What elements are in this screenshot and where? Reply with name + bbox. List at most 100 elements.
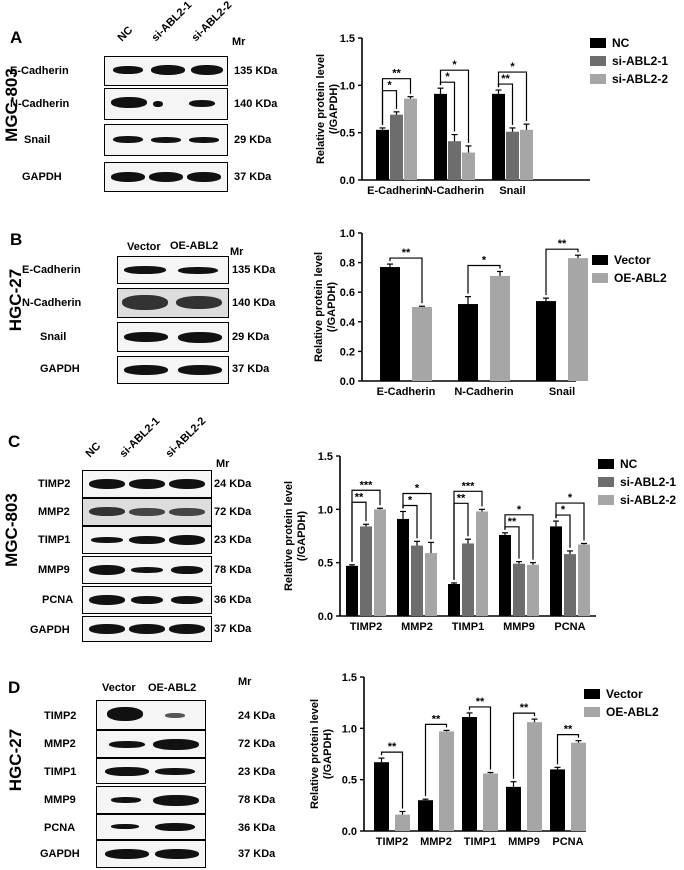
significance-label: ** <box>558 238 567 250</box>
lane-label: si-ABL2-1 <box>149 0 195 44</box>
bar <box>476 511 488 616</box>
y-tick-label: 1.5 <box>340 33 355 45</box>
blot-label: Snail <box>24 134 51 146</box>
blot-label: TIMP2 <box>38 478 71 490</box>
bar <box>550 526 562 616</box>
blot-label: PCNA <box>42 594 74 606</box>
y-tick-label: 1.5 <box>342 672 357 684</box>
significance-bracket <box>545 248 579 296</box>
significance-bracket <box>439 81 456 132</box>
y-tick-label: 0.6 <box>340 287 355 299</box>
significance-bracket <box>402 504 418 539</box>
y-axis-label: Relative protein level <box>309 699 321 809</box>
significance-bracket <box>504 526 520 559</box>
blot-image <box>82 556 212 584</box>
x-tick-label: E-Cadherin <box>377 386 436 398</box>
blot-label: MMP9 <box>38 564 70 576</box>
blot-image <box>96 786 206 814</box>
kda-label: 135 KDa <box>234 65 278 77</box>
significance-label: * <box>561 504 566 516</box>
significance-label: ** <box>476 696 485 708</box>
legend-label: Vector <box>606 687 643 701</box>
significance-label: ** <box>564 724 573 736</box>
legend-label: si-ABL2-1 <box>612 54 668 68</box>
legend-swatch <box>590 74 606 84</box>
blot-image <box>117 356 229 384</box>
bar <box>434 93 447 180</box>
blot-image <box>82 586 212 614</box>
x-tick-label: MMP2 <box>420 836 452 848</box>
significance-bracket <box>380 751 404 809</box>
blot-label: GAPDH <box>22 171 62 183</box>
x-tick-label: TIMP1 <box>464 836 496 848</box>
significance-label: ** <box>520 702 529 714</box>
bar <box>483 773 498 831</box>
mr-label: Mr <box>230 246 244 258</box>
legend-swatch <box>584 707 600 717</box>
bar <box>578 544 590 616</box>
blot-image <box>104 56 228 86</box>
blot-label: MMP9 <box>44 794 76 806</box>
bar <box>527 564 539 616</box>
x-tick-label: MMP9 <box>508 836 540 848</box>
bar <box>462 152 475 180</box>
kda-label: 140 KDa <box>232 297 276 309</box>
bar <box>527 722 542 831</box>
bar <box>404 98 417 180</box>
significance-bracket <box>467 264 501 294</box>
blot-image <box>117 256 229 284</box>
bar <box>462 543 474 616</box>
blot-image <box>82 470 212 498</box>
blot-image <box>82 498 212 526</box>
panel-letter: D <box>8 678 21 697</box>
significance-label: * <box>387 80 392 92</box>
significance-label: ** <box>501 73 510 85</box>
legend-swatch <box>592 273 608 283</box>
blot-image <box>104 124 228 156</box>
kda-label: 24 KDa <box>238 710 276 722</box>
kda-label: 72 KDa <box>214 506 252 518</box>
bar <box>492 93 505 180</box>
blot-image <box>104 162 228 192</box>
significance-bracket <box>351 501 367 562</box>
blot-label: MMP2 <box>44 738 76 750</box>
kda-label: 29 KDa <box>234 134 272 146</box>
bar <box>395 814 410 831</box>
y-tick-label: 0.5 <box>340 128 355 140</box>
cell-line-label: MGC-803 <box>2 493 21 567</box>
y-tick-label: 1.0 <box>318 504 333 516</box>
significance-bracket <box>381 78 412 125</box>
significance-label: ** <box>432 713 441 725</box>
y-axis-label: (/GAPDH) <box>322 729 334 779</box>
x-tick-label: Snail <box>549 386 575 398</box>
y-tick-label: 0.5 <box>318 558 333 570</box>
significance-bracket <box>504 514 534 560</box>
legend-swatch <box>590 38 606 48</box>
significance-bracket <box>453 502 469 580</box>
bar <box>374 762 389 831</box>
significance-bracket <box>439 69 470 143</box>
significance-bracket <box>555 502 585 541</box>
bar <box>346 565 358 616</box>
lane-label: NC <box>115 24 136 44</box>
blot-image <box>82 616 212 642</box>
legend-swatch <box>592 255 608 265</box>
bar <box>425 553 437 616</box>
mr-label: Mr <box>232 36 246 48</box>
kda-label: 140 KDa <box>234 98 278 110</box>
x-tick-label: N-Cadherin <box>454 386 514 398</box>
kda-label: 135 KDa <box>232 264 276 276</box>
significance-bracket <box>468 706 492 770</box>
legend-swatch <box>598 495 614 505</box>
y-tick-label: 0.5 <box>342 775 357 787</box>
y-tick-label: 0.2 <box>340 346 355 358</box>
significance-label: * <box>568 492 573 504</box>
legend-label: OE-ABL2 <box>606 705 659 719</box>
x-tick-label: Snail <box>499 185 525 197</box>
blot-label: TIMP1 <box>44 766 77 778</box>
significance-label: * <box>445 71 450 83</box>
blot-label: GAPDH <box>30 624 70 636</box>
blot-label: MMP2 <box>38 506 70 518</box>
panel-letter: A <box>10 28 23 47</box>
blot-label: GAPDH <box>40 363 80 375</box>
